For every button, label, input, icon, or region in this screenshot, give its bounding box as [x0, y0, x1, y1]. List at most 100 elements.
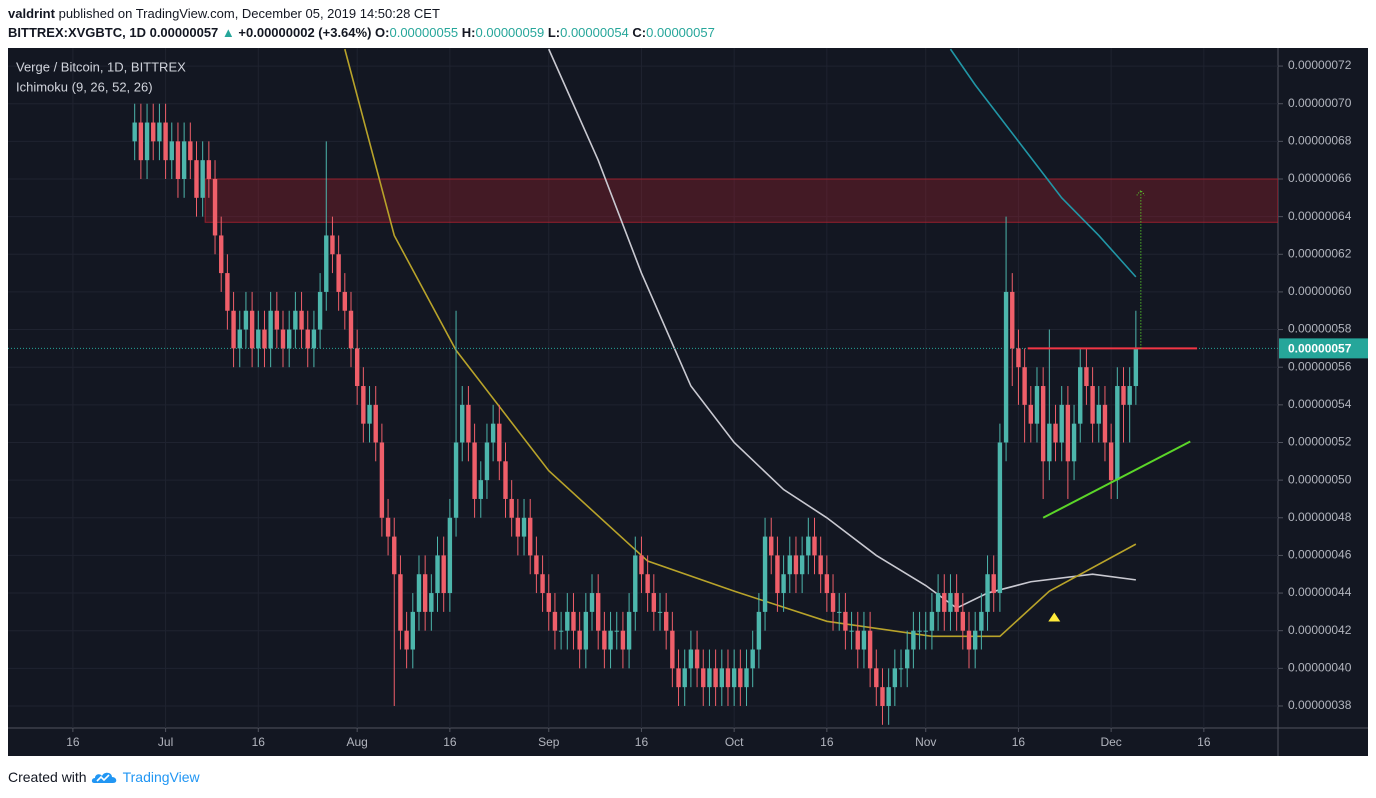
- candle-body: [707, 668, 712, 688]
- symbol: BITTREX:XVGBTC, 1D: [8, 25, 146, 40]
- x-tick-label: Jul: [158, 735, 173, 749]
- arrow: ▲: [221, 25, 235, 40]
- support-line: [1042, 440, 1191, 519]
- candle-body: [812, 536, 817, 556]
- candle-body: [744, 668, 749, 688]
- ohlc-label: L:: [547, 25, 561, 40]
- candle-body: [861, 630, 867, 650]
- current-price-label: 0.00000057: [1288, 342, 1352, 356]
- candle-body: [422, 574, 428, 612]
- candle-body: [657, 611, 663, 613]
- candle-body: [317, 291, 323, 330]
- candle-body: [1121, 386, 1126, 405]
- candle-body: [830, 593, 836, 612]
- logo-line: [96, 774, 110, 782]
- logo-cloud: [91, 772, 116, 783]
- candle-body: [311, 329, 317, 349]
- candle-body: [676, 668, 681, 688]
- y-tick-label: 0.00000040: [1288, 661, 1352, 675]
- candle-body: [787, 555, 792, 575]
- candle-body: [509, 498, 514, 518]
- resistance-zone: [204, 178, 1278, 223]
- candle-body: [392, 536, 397, 575]
- candle-body: [688, 649, 694, 669]
- candle-body: [243, 310, 249, 330]
- candle-body: [762, 536, 768, 612]
- plot: [8, 48, 1278, 725]
- candle-body: [379, 442, 385, 518]
- candle-body: [929, 611, 935, 631]
- candle-body: [1059, 404, 1064, 443]
- candle-body: [571, 611, 576, 631]
- current-price-box: [1279, 338, 1368, 359]
- y-tick-label: 0.00000064: [1288, 209, 1352, 223]
- candle-body: [1034, 386, 1040, 424]
- candle-body: [1102, 404, 1108, 443]
- candle-body: [911, 630, 916, 650]
- candle-body: [867, 630, 873, 669]
- candle-body: [614, 630, 619, 632]
- y-tick-label: 0.00000044: [1288, 585, 1352, 599]
- candle-body: [966, 630, 972, 650]
- y-tick-label: 0.00000048: [1288, 510, 1352, 524]
- candle-body: [293, 310, 298, 330]
- candle-body: [1028, 404, 1033, 424]
- axes: 0.00000038 0.00000040 0.00000042 0.00000044…: [66, 58, 1368, 749]
- candle-body: [781, 574, 786, 594]
- symbol-line: BITTREX:XVGBTC, 1D 0.00000057 ▲ +0.00000…: [8, 25, 715, 40]
- candle-body: [775, 555, 780, 594]
- x-tick-label: 16: [1012, 735, 1026, 749]
- x-tick-label: 16: [443, 735, 457, 749]
- x-tick-label: Sep: [538, 735, 560, 749]
- y-tick-label: 0.00000052: [1288, 435, 1352, 449]
- x-tick-label: Nov: [915, 735, 936, 749]
- indicator-line: [548, 48, 1136, 610]
- candle-body: [750, 649, 755, 669]
- candle-body: [577, 630, 582, 650]
- candle-body: [849, 630, 854, 632]
- x-tick-label: Oct: [725, 735, 744, 749]
- footer-text: Created with: [8, 769, 87, 785]
- candle-body: [367, 404, 372, 424]
- author: valdrint: [8, 6, 55, 21]
- candle-body: [503, 461, 508, 499]
- candle-body: [373, 404, 378, 443]
- footer: Created with TradingView: [8, 769, 200, 785]
- y-tick-label: 0.00000070: [1288, 96, 1352, 110]
- candle-body: [398, 574, 403, 631]
- ohlc: O:0.00000055 H:0.00000059 L:0.00000054 C…: [375, 25, 715, 40]
- candle-body: [429, 593, 434, 612]
- candle-body: [565, 611, 570, 631]
- candle-body: [806, 536, 811, 556]
- indicator-line: [949, 48, 1137, 278]
- candle-body: [453, 442, 459, 518]
- candle-body: [194, 160, 199, 198]
- candle-body: [670, 630, 675, 669]
- candle-body: [583, 611, 589, 650]
- candle-body: [1090, 386, 1095, 424]
- candle-body: [163, 122, 168, 161]
- candle-body: [175, 141, 181, 179]
- candle-body: [1003, 291, 1009, 443]
- triangle-marker: [1048, 612, 1061, 622]
- candle-body: [843, 611, 848, 631]
- candle-body: [472, 442, 477, 499]
- x-tick-label: 16: [635, 735, 649, 749]
- ohlc-label: O:: [375, 25, 390, 40]
- candle-body: [219, 235, 224, 274]
- candle-body: [738, 668, 743, 688]
- candle-body: [342, 291, 348, 311]
- candle-body: [1016, 348, 1021, 368]
- candle-body: [280, 329, 286, 349]
- y-tick-label: 0.00000042: [1288, 623, 1352, 637]
- candle-body: [286, 329, 292, 349]
- candle-body: [1127, 386, 1132, 405]
- candle-body: [466, 404, 471, 443]
- candle-body: [497, 423, 502, 462]
- publish-line: valdrint published on TradingView.com, D…: [8, 6, 440, 21]
- x-tick-label: 16: [66, 735, 80, 749]
- candle-body: [138, 122, 144, 161]
- candle-body: [731, 668, 737, 688]
- candle-body: [719, 668, 724, 688]
